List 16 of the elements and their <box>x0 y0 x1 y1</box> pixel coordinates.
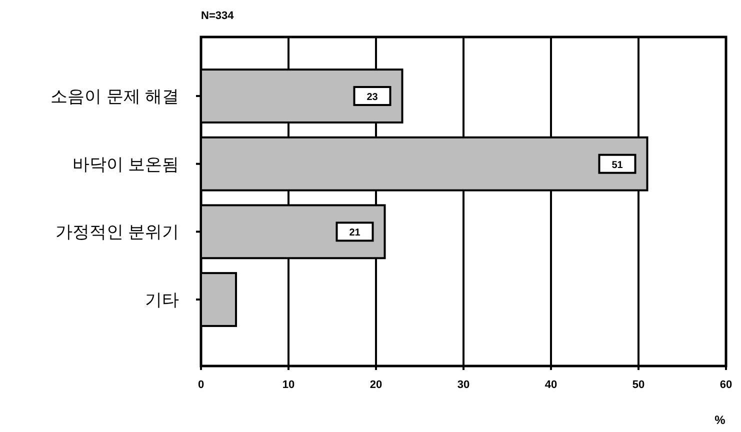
x-tick-label: 40 <box>544 379 558 391</box>
x-tick-label: 0 <box>198 379 204 391</box>
x-tick-label: 50 <box>632 379 645 391</box>
chart-subtitle: N=334 <box>201 10 235 22</box>
data-label: 51 <box>612 160 624 171</box>
x-tick-label: 30 <box>457 379 470 391</box>
x-axis-title: % <box>714 413 726 427</box>
data-label: 21 <box>349 228 361 239</box>
y-tick-label: 가정적인 분위기 <box>55 222 179 242</box>
x-tick-label: 20 <box>370 379 382 391</box>
x-tick-label: 10 <box>282 379 295 391</box>
y-tick-label: 기타 <box>145 290 179 310</box>
y-tick-label: 소음이 문제 해결 <box>50 87 179 106</box>
x-tick-label: 60 <box>720 379 732 391</box>
y-tick-label: 바닥이 보온됨 <box>72 154 179 174</box>
data-label: 23 <box>366 92 378 104</box>
